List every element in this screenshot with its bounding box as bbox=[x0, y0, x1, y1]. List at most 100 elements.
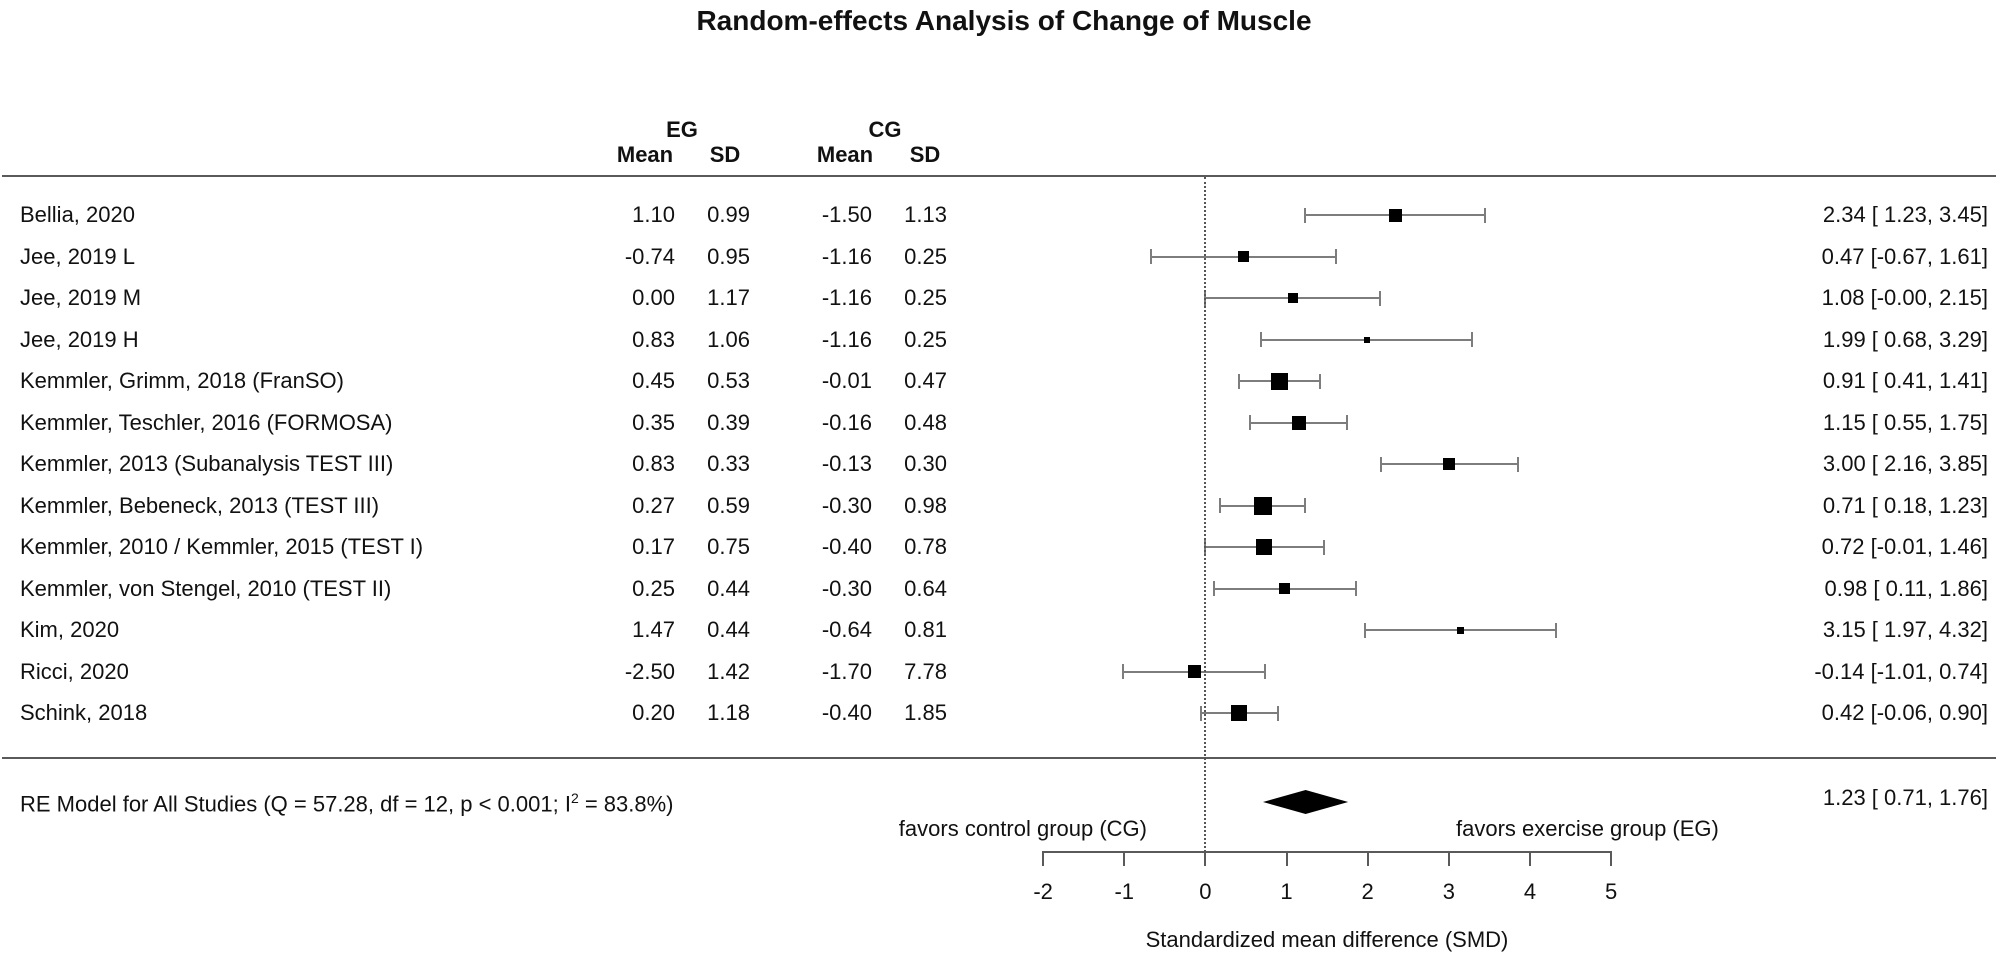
effect-square bbox=[1363, 336, 1370, 343]
estimate-ci-text: 0.72 [-0.01, 1.46] bbox=[1821, 534, 1988, 559]
estimate-ci-text: 2.34 [ 1.23, 3.45] bbox=[1822, 202, 1988, 227]
x-axis-tick-label: -2 bbox=[1033, 879, 1053, 904]
cg-mean-value: -1.16 bbox=[821, 243, 872, 269]
ci-cap-right bbox=[1484, 207, 1487, 223]
x-axis-tick bbox=[1610, 851, 1613, 866]
estimate-ci-text: 1.15 [ 0.55, 1.75] bbox=[1822, 409, 1988, 435]
eg-mean-value: 1.47 bbox=[632, 617, 675, 642]
cg-sd-value: 0.98 bbox=[904, 492, 947, 518]
study-label: Kemmler, Teschler, 2016 (FORMOSA) bbox=[20, 409, 393, 435]
eg-sd-value: 0.99 bbox=[707, 202, 750, 227]
ci-cap-right bbox=[1277, 705, 1280, 721]
re-model-isq-superscript: 2 bbox=[570, 790, 579, 806]
zero-reference-line bbox=[1204, 177, 1207, 852]
study-label: Kemmler, Bebeneck, 2013 (TEST III) bbox=[20, 492, 380, 518]
cg-sd-value: 0.30 bbox=[904, 451, 947, 476]
eg-sd-value: 0.44 bbox=[707, 575, 750, 601]
study-label: Jee, 2019 L bbox=[20, 243, 135, 269]
eg-mean-value: 0.83 bbox=[632, 451, 675, 476]
ci-cap-right bbox=[1264, 664, 1267, 679]
effect-square bbox=[1255, 539, 1272, 555]
effect-square bbox=[1288, 293, 1299, 303]
study-label: Kemmler, von Stengel, 2010 (TEST II) bbox=[20, 575, 392, 601]
study-label: Kim, 2020 bbox=[20, 617, 120, 642]
ci-cap-left bbox=[1237, 373, 1240, 389]
estimate-ci-text: 0.98 [ 0.11, 1.86] bbox=[1824, 575, 1989, 601]
cg-sd-value: 7.78 bbox=[904, 658, 947, 684]
eg-sd-value: 0.75 bbox=[707, 534, 750, 559]
ci-cap-right bbox=[1378, 290, 1381, 306]
x-axis-line bbox=[1043, 851, 1612, 853]
ci-cap-right bbox=[1516, 456, 1519, 472]
cg-sd-value: 0.25 bbox=[904, 326, 947, 352]
ci-cap-right bbox=[1355, 581, 1358, 596]
cg-sd-value: 0.64 bbox=[904, 575, 947, 601]
cg-sd-value: 0.78 bbox=[904, 534, 947, 559]
effect-square bbox=[1270, 372, 1288, 390]
eg-sd-value: 0.44 bbox=[707, 617, 750, 642]
header-eg-sd: SD bbox=[709, 142, 741, 167]
x-axis-tick bbox=[1123, 851, 1126, 866]
cg-mean-value: -0.30 bbox=[821, 575, 872, 601]
estimate-ci-text: 0.91 [ 0.41, 1.41] bbox=[1822, 368, 1988, 393]
cg-sd-value: 0.47 bbox=[904, 368, 947, 393]
estimate-ci-text: 0.42 [-0.06, 0.90] bbox=[1821, 700, 1988, 725]
favors-control-label: favors control group (CG) bbox=[898, 816, 1147, 841]
study-label: Kemmler, 2010 / Kemmler, 2015 (TEST I) bbox=[20, 534, 424, 559]
x-axis-tick bbox=[1204, 851, 1207, 866]
eg-sd-value: 0.95 bbox=[707, 243, 750, 269]
ci-cap-left bbox=[1304, 207, 1307, 223]
ci-cap-left bbox=[1150, 249, 1153, 264]
cg-mean-value: -0.30 bbox=[821, 492, 872, 518]
effect-square bbox=[1457, 626, 1465, 634]
eg-mean-value: -0.74 bbox=[624, 243, 675, 269]
re-model-label: RE Model for All Studies (Q = 57.28, df … bbox=[20, 784, 674, 818]
cg-mean-value: -0.16 bbox=[821, 409, 872, 435]
ci-cap-left bbox=[1219, 498, 1221, 513]
eg-mean-value: 0.17 bbox=[632, 534, 675, 559]
cg-mean-value: -1.16 bbox=[821, 326, 872, 352]
re-model-label-suffix: = 83.8%) bbox=[578, 791, 674, 817]
header-eg-group: EG bbox=[666, 117, 698, 142]
study-label: Jee, 2019 H bbox=[20, 326, 139, 352]
x-axis-tick bbox=[1042, 851, 1045, 866]
favors-exercise-label: favors exercise group (EG) bbox=[1456, 816, 1719, 841]
effect-square bbox=[1291, 415, 1306, 430]
eg-mean-value: 0.00 bbox=[632, 285, 675, 310]
study-label: Kemmler, 2013 (Subanalysis TEST III) bbox=[20, 451, 394, 476]
cg-mean-value: -0.40 bbox=[821, 534, 872, 559]
cg-sd-value: 0.48 bbox=[904, 409, 947, 435]
eg-mean-value: 0.27 bbox=[632, 492, 675, 518]
eg-mean-value: -2.50 bbox=[624, 658, 675, 684]
re-model-label-text: RE Model for All Studies (Q = 57.28, df … bbox=[20, 791, 571, 817]
eg-sd-value: 0.33 bbox=[707, 451, 750, 476]
effect-square bbox=[1442, 458, 1455, 470]
x-axis-title: Standardized mean difference (SMD) bbox=[1145, 927, 1509, 952]
x-axis-tick-label: 0 bbox=[1199, 879, 1212, 904]
cg-mean-value: -0.13 bbox=[821, 451, 872, 476]
estimate-ci-text: 0.71 [ 0.18, 1.23] bbox=[1822, 492, 1988, 518]
x-axis-tick bbox=[1366, 851, 1369, 866]
effect-square bbox=[1238, 251, 1250, 262]
x-axis-tick-label: 1 bbox=[1280, 879, 1293, 904]
x-axis-tick-label: 4 bbox=[1523, 879, 1537, 904]
x-axis-tick-label: 3 bbox=[1442, 879, 1455, 904]
eg-sd-value: 0.53 bbox=[707, 368, 750, 393]
estimate-ci-text: 1.99 [ 0.68, 3.29] bbox=[1822, 326, 1988, 352]
eg-mean-value: 0.20 bbox=[632, 700, 675, 725]
ci-cap-right bbox=[1346, 415, 1349, 430]
ci-cap-left bbox=[1364, 622, 1367, 638]
effect-square bbox=[1231, 705, 1248, 721]
eg-sd-value: 1.17 bbox=[707, 285, 750, 310]
eg-sd-value: 0.39 bbox=[707, 409, 750, 435]
estimate-ci-text: 1.08 [-0.00, 2.15] bbox=[1821, 285, 1988, 310]
ci-cap-right bbox=[1335, 249, 1338, 264]
estimate-ci-text: 0.47 [-0.67, 1.61] bbox=[1821, 243, 1988, 269]
ci-cap-left bbox=[1259, 332, 1262, 347]
cg-sd-value: 1.85 bbox=[904, 700, 947, 725]
cg-mean-value: -1.16 bbox=[821, 285, 872, 310]
study-label: Schink, 2018 bbox=[20, 700, 148, 725]
study-label: Kemmler, Grimm, 2018 (FranSO) bbox=[20, 368, 344, 393]
cg-mean-value: -0.40 bbox=[821, 700, 872, 725]
